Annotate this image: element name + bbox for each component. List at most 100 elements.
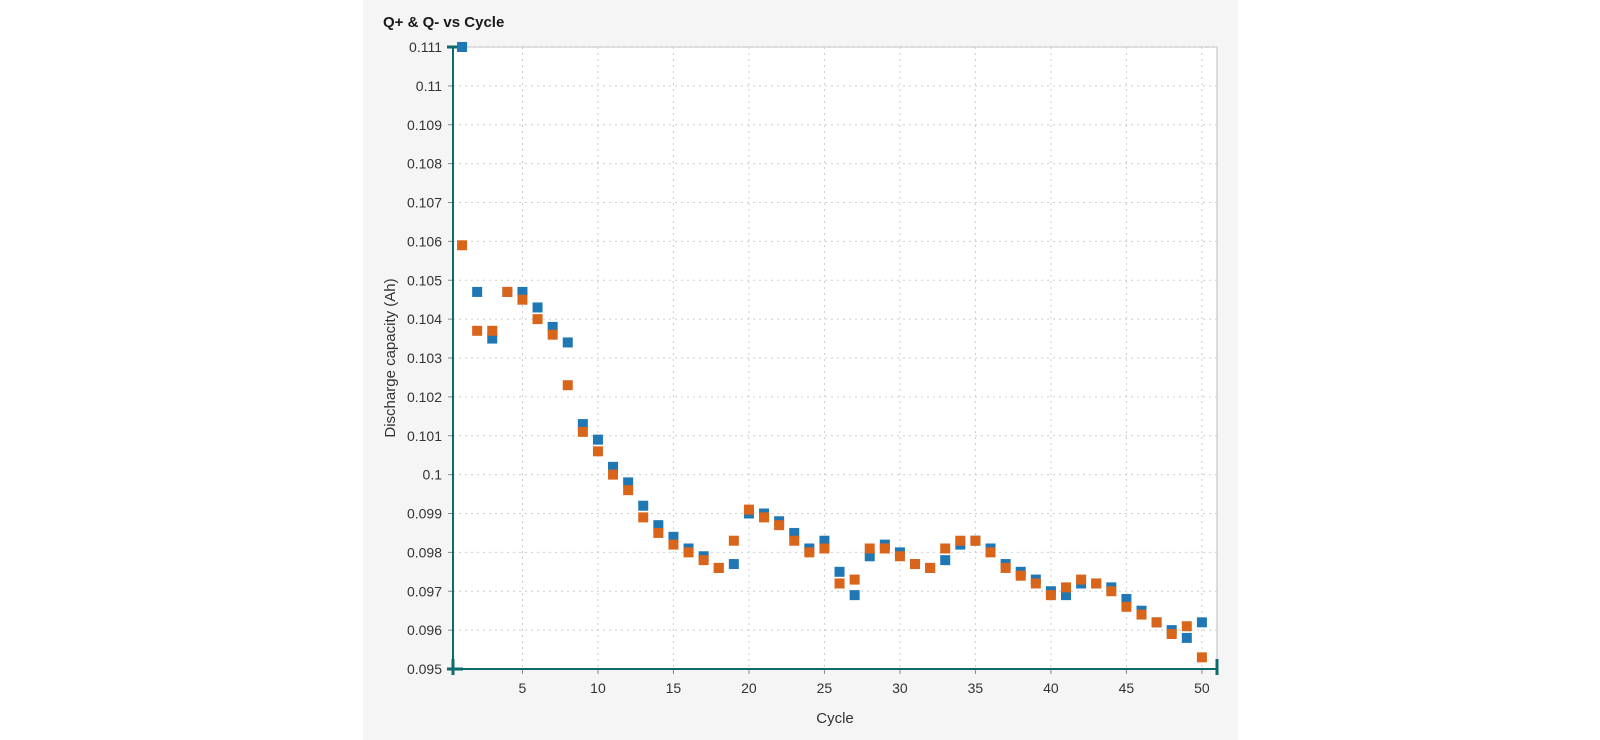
y-tick-label: 0.097 [407,583,442,599]
data-point-series-2[interactable] [608,469,619,480]
data-point-series-1[interactable] [849,590,860,601]
data-point-series-2[interactable] [638,512,649,523]
data-point-series-1[interactable] [819,535,830,546]
data-point-series-1[interactable] [834,566,845,577]
data-point-series-2[interactable] [1030,578,1041,589]
data-point-series-1[interactable] [940,555,951,566]
data-point-series-2[interactable] [759,512,770,523]
data-point-series-1[interactable] [532,302,543,313]
data-point-series-2[interactable] [1121,601,1132,612]
x-tick-label: 20 [741,680,757,696]
y-tick-label: 0.102 [407,389,442,405]
data-point-series-2[interactable] [925,562,936,573]
data-point-series-2[interactable] [547,329,558,340]
data-point-series-2[interactable] [940,543,951,554]
data-point-series-2[interactable] [668,539,679,550]
y-tick-label: 0.109 [407,117,442,133]
y-tick-label: 0.101 [407,428,442,444]
data-point-series-2[interactable] [698,555,709,566]
data-point-series-2[interactable] [1015,570,1026,581]
y-tick-label: 0.103 [407,350,442,366]
data-point-series-2[interactable] [743,504,754,515]
y-tick-label: 0.11 [416,78,442,94]
data-point-series-2[interactable] [910,559,921,570]
data-point-series-2[interactable] [1166,629,1177,640]
data-point-series-1[interactable] [668,531,679,542]
data-point-series-2[interactable] [713,562,724,573]
data-point-series-1[interactable] [1121,594,1132,605]
data-point-series-2[interactable] [849,574,860,585]
data-point-series-2[interactable] [532,314,543,325]
tick-labels: 5 10 15 20 25 30 35 40 45 50 0.095 0.096 0.097 0.098 0… [407,39,1210,696]
data-point-series-2[interactable] [1045,590,1056,601]
y-tick-label: 0.108 [407,156,442,172]
data-point-series-1[interactable] [457,42,468,52]
data-point-series-2[interactable] [502,286,513,297]
data-point-series-1[interactable] [1181,632,1192,643]
data-point-series-2[interactable] [804,547,815,558]
data-point-series-1[interactable] [638,500,649,511]
data-point-series-2[interactable] [562,380,573,391]
data-point-series-2[interactable] [728,535,739,546]
data-point-series-1[interactable] [623,477,634,488]
data-point-series-1[interactable] [562,337,573,348]
data-point-series-2[interactable] [879,543,890,554]
data-point-series-2[interactable] [955,535,966,546]
data-point-series-2[interactable] [864,543,875,554]
data-point-series-1[interactable] [728,559,739,570]
data-point-series-2[interactable] [970,535,981,546]
data-point-series-1[interactable] [1061,590,1072,601]
data-points [457,42,1207,663]
axes [447,45,1219,675]
x-tick-label: 50 [1194,680,1210,696]
data-point-series-1[interactable] [592,434,603,445]
data-point-series-2[interactable] [1181,621,1192,632]
x-tick-label: 25 [817,680,833,696]
data-point-series-1[interactable] [864,551,875,562]
x-tick-label: 30 [892,680,908,696]
data-point-series-2[interactable] [592,446,603,457]
data-point-series-2[interactable] [1091,578,1102,589]
data-point-series-2[interactable] [985,547,996,558]
x-tick-label: 35 [968,680,984,696]
data-point-series-2[interactable] [577,426,588,437]
data-point-series-1[interactable] [653,520,664,531]
data-point-series-1[interactable] [472,286,483,297]
y-tick-label: 0.106 [407,233,442,249]
y-tick-label: 0.104 [407,311,442,327]
data-point-series-2[interactable] [1106,586,1117,597]
data-point-series-2[interactable] [819,543,830,554]
data-point-series-2[interactable] [834,578,845,589]
data-point-series-2[interactable] [774,520,785,531]
data-point-series-2[interactable] [457,240,468,251]
data-point-series-1[interactable] [547,321,558,332]
data-point-series-1[interactable] [487,333,498,344]
y-tick-label: 0.111 [409,39,442,55]
data-point-series-1[interactable] [608,461,619,472]
x-tick-label: 15 [666,680,682,696]
data-point-series-2[interactable] [1076,574,1087,585]
data-point-series-2[interactable] [789,535,800,546]
data-point-series-2[interactable] [487,325,498,336]
data-point-series-2[interactable] [1061,582,1072,593]
data-point-series-2[interactable] [517,294,528,305]
x-tick-label: 10 [590,680,606,696]
y-tick-label: 0.098 [407,544,442,560]
data-point-series-2[interactable] [1151,617,1162,628]
data-point-series-2[interactable] [1196,652,1207,663]
data-point-series-2[interactable] [683,547,694,558]
data-point-series-2[interactable] [653,527,664,538]
data-point-series-1[interactable] [1196,617,1207,628]
data-point-series-1[interactable] [577,419,588,430]
data-point-series-2[interactable] [1000,562,1011,573]
data-point-series-2[interactable] [894,551,905,562]
y-tick-label: 0.105 [407,272,442,288]
data-point-series-2[interactable] [1136,609,1147,620]
y-tick-label: 0.095 [407,661,442,677]
data-point-series-2[interactable] [472,325,483,336]
data-point-series-2[interactable] [623,485,634,496]
y-tick-label: 0.107 [407,195,442,211]
data-point-series-1[interactable] [517,286,528,297]
data-point-series-1[interactable] [789,527,800,538]
